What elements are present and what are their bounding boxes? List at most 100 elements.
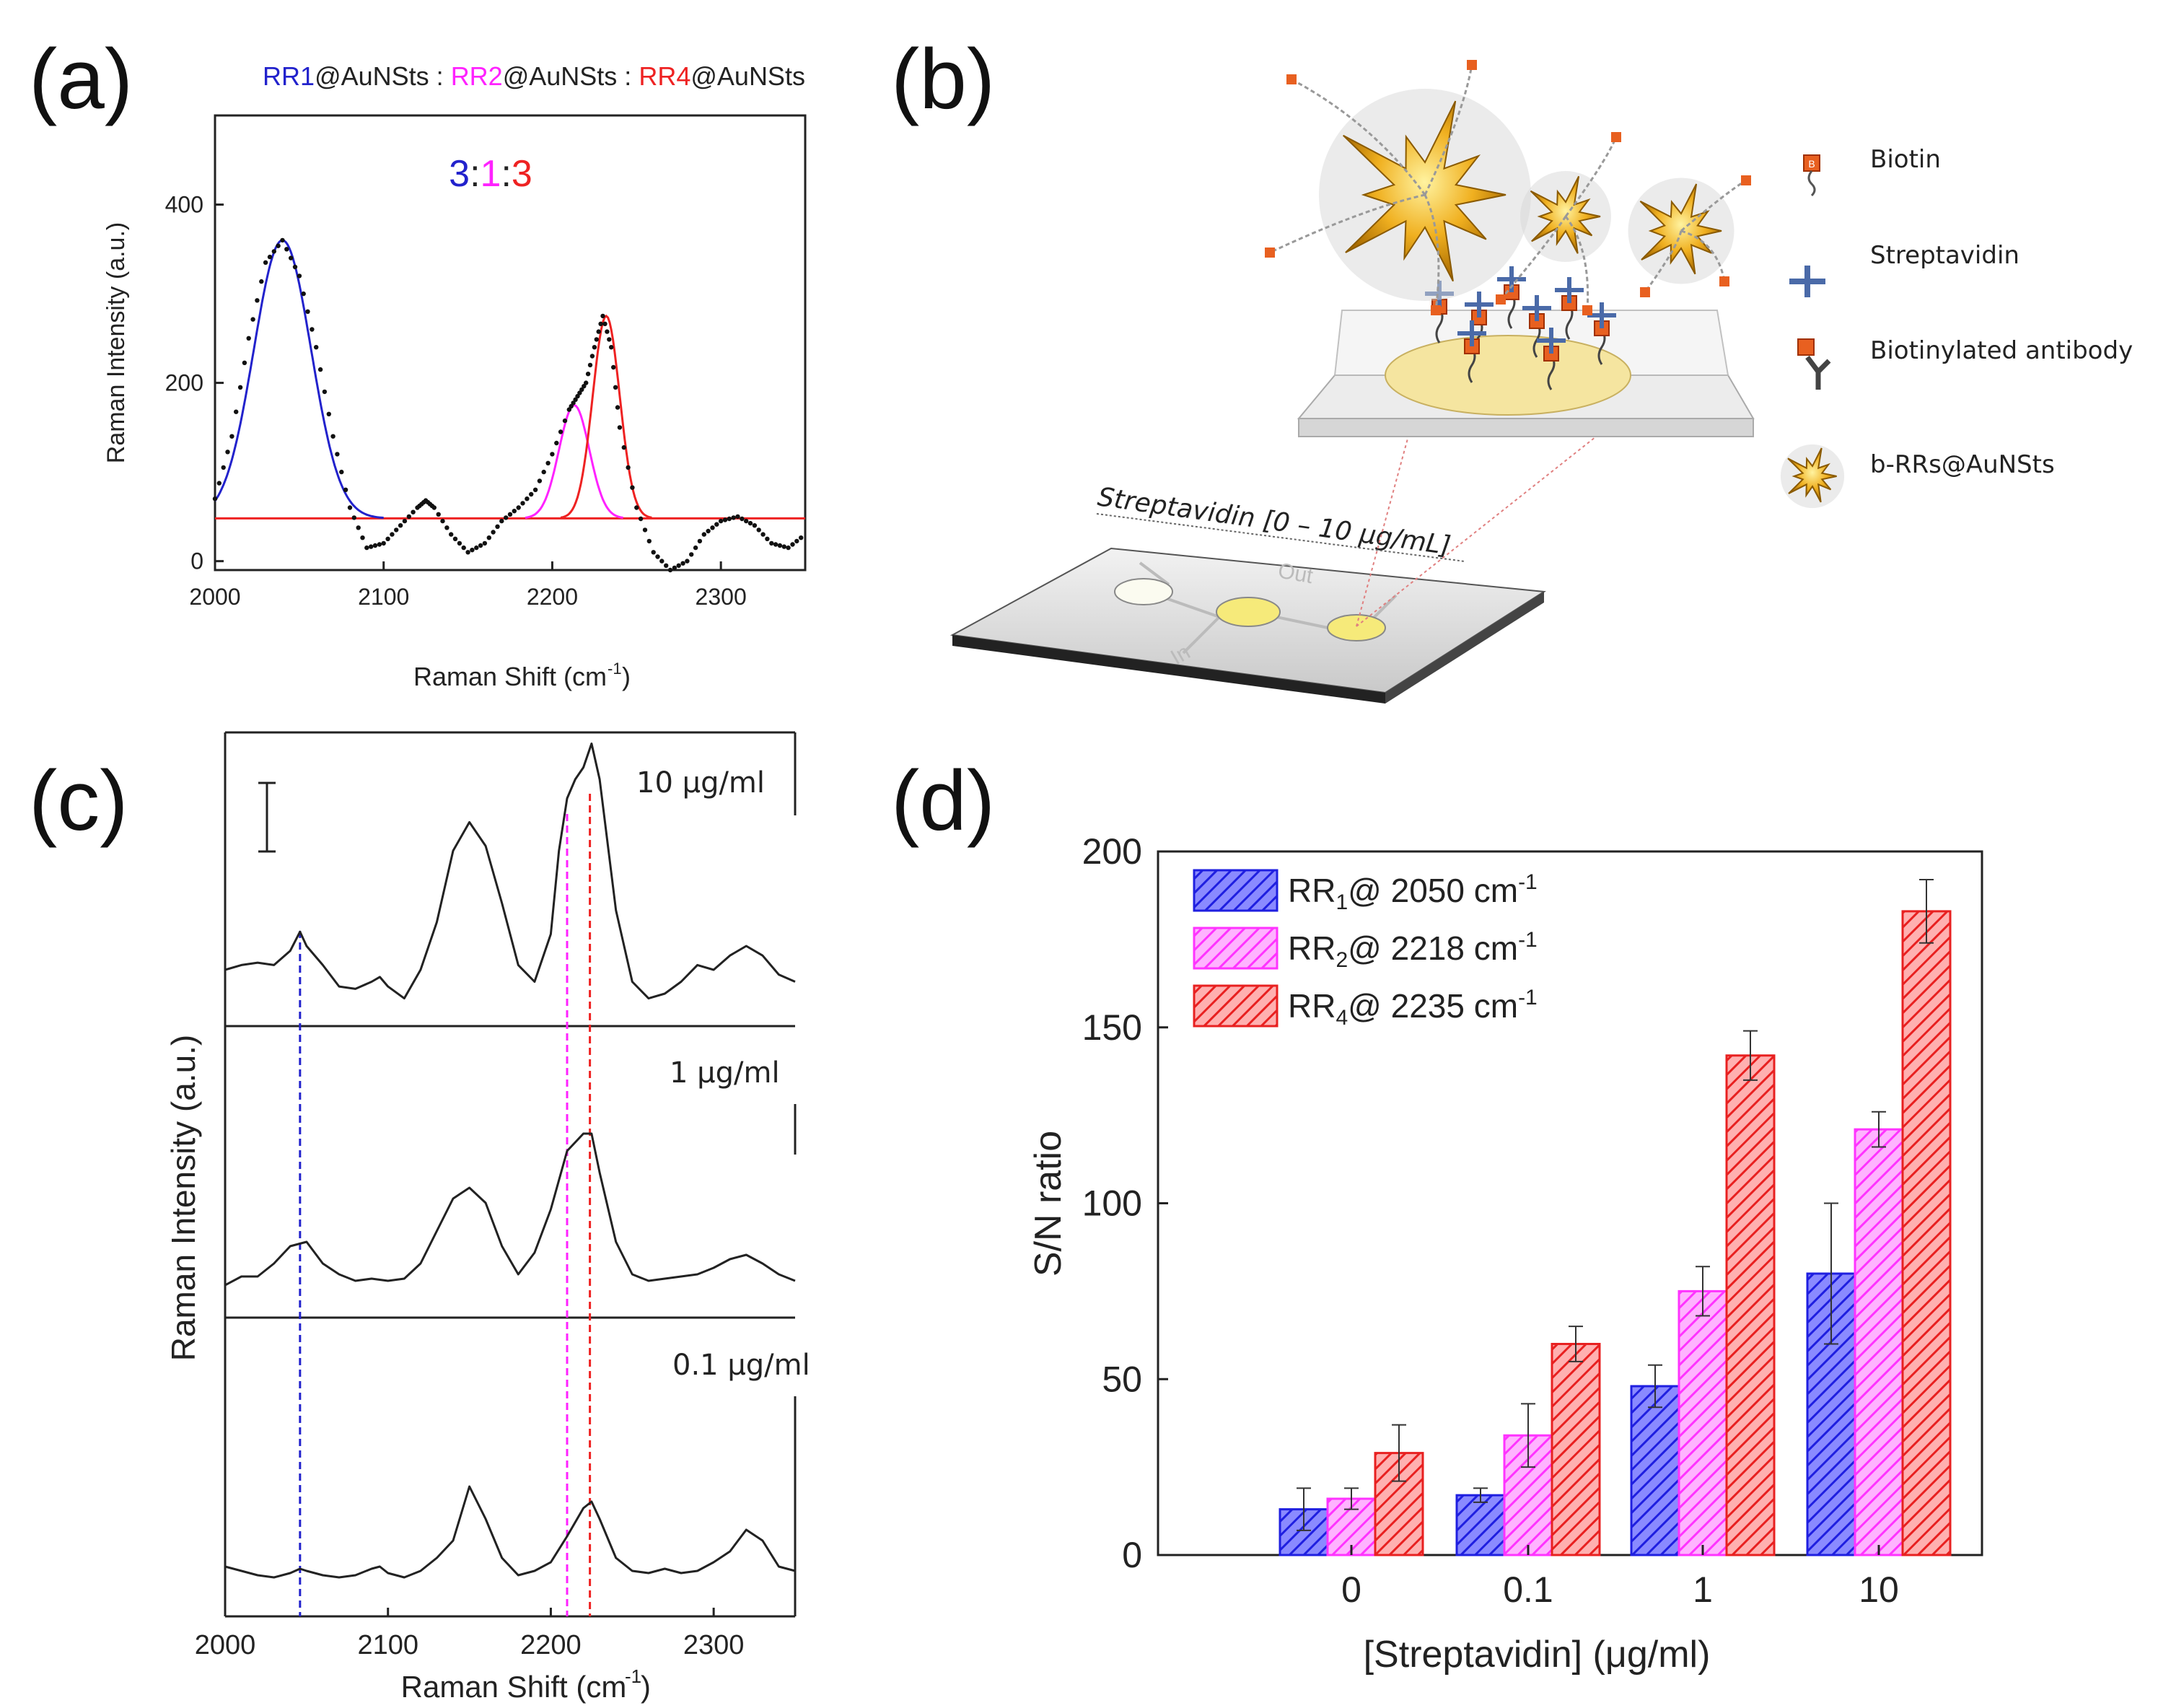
measured-point xyxy=(297,273,302,279)
measured-point xyxy=(598,321,603,326)
measured-point xyxy=(335,452,340,457)
measured-point xyxy=(292,264,298,270)
measured-point xyxy=(507,512,513,517)
measured-point xyxy=(541,469,546,475)
measured-point xyxy=(577,390,582,395)
measured-point xyxy=(369,544,374,549)
legend-streptavidin: Streptavidin xyxy=(1870,241,2019,270)
measured-point xyxy=(221,465,226,470)
legend-rr2-sub: 2 xyxy=(1336,948,1348,972)
measured-point xyxy=(786,545,791,551)
tether xyxy=(1680,229,1726,282)
measured-point xyxy=(529,491,534,497)
measured-point xyxy=(330,434,336,439)
ratio-1: 3 xyxy=(449,153,470,195)
x-tick-label: 2200 xyxy=(520,1630,582,1660)
measured-point xyxy=(314,345,319,350)
panel-d-ylabel: S/N ratio xyxy=(1027,1131,1069,1276)
measured-point xyxy=(777,543,783,548)
bar-1-0.1 xyxy=(1455,1494,1506,1556)
measured-point xyxy=(280,237,285,243)
bar-2-1 xyxy=(1678,1289,1728,1556)
measured-point xyxy=(646,538,652,544)
measured-point xyxy=(594,337,599,342)
legend-rr1-text: RR1@ 2050 cm-1 xyxy=(1288,870,1538,914)
panel-c-xlabel-close: ) xyxy=(641,1670,651,1704)
panel-b-legend: B Biotin Streptavidin Biotinylated antib… xyxy=(1780,145,2133,509)
measured-point xyxy=(381,540,386,546)
legend-rr4-sup: -1 xyxy=(1518,986,1538,1010)
measured-point xyxy=(482,540,488,546)
measured-point xyxy=(322,389,328,395)
measured-point xyxy=(512,509,517,514)
measured-point xyxy=(735,514,740,520)
panel-a-letter: (a) xyxy=(29,32,133,127)
measured-point xyxy=(550,452,555,457)
measured-point xyxy=(617,425,623,430)
x-tick-label: 2100 xyxy=(357,1630,418,1660)
biotin-tag xyxy=(1640,287,1650,297)
legend-rr1-sup: -1 xyxy=(1518,870,1538,894)
title-rest-2: @AuNSts : xyxy=(503,61,639,91)
panel-d-axes: 0 50 100 150 200 0 0.1 1 10 xyxy=(1082,831,1899,1610)
measured-point xyxy=(317,367,323,372)
bar-2-10 xyxy=(1854,1128,1904,1556)
y-tick-label: 400 xyxy=(165,192,203,218)
measured-point xyxy=(701,532,706,537)
measured-point xyxy=(212,496,218,502)
antibody-tethers xyxy=(1265,60,1751,315)
measured-point xyxy=(474,545,479,551)
legend-swatch-rr4 xyxy=(1193,984,1279,1028)
title-rr4: RR4 xyxy=(639,61,690,91)
measured-point xyxy=(562,418,568,424)
measured-point xyxy=(659,559,665,564)
biotin-tag xyxy=(1265,248,1275,258)
panel-a-axes: 2000 2100 2200 2300 0 200 400 xyxy=(165,192,747,610)
measured-point xyxy=(799,535,804,540)
panel-c-frames xyxy=(224,731,797,1618)
biotin-tag xyxy=(1467,60,1477,70)
measured-point xyxy=(237,385,243,390)
measured-point xyxy=(377,542,382,547)
ratio-annotation: 3:1:3 xyxy=(449,153,532,195)
measured-point xyxy=(444,525,449,530)
measured-point xyxy=(607,337,612,342)
measured-point xyxy=(731,515,736,520)
legend-rr2-text: RR2@ 2218 cm-1 xyxy=(1288,928,1538,972)
measured-point xyxy=(697,538,703,544)
title-rr1: RR1 xyxy=(263,61,315,91)
measured-point xyxy=(255,298,260,303)
measured-point xyxy=(585,372,591,377)
legend-rr1-a: RR xyxy=(1288,872,1336,909)
measured-point xyxy=(600,313,605,319)
panel-d-legend: RR1@ 2050 cm-1 RR2@ 2218 cm-1 RR4@ 2235 … xyxy=(1193,869,1538,1030)
measured-point xyxy=(752,523,758,528)
x-tick-label: 0.1 xyxy=(1503,1569,1553,1610)
measured-point xyxy=(756,527,761,533)
measured-point xyxy=(582,384,587,389)
svg-text:B: B xyxy=(1808,158,1815,170)
scale-bar xyxy=(258,781,276,853)
fit-curve-rr2 xyxy=(525,403,623,519)
measured-point xyxy=(575,393,580,399)
legend-rr1-b: @ 2050 cm xyxy=(1348,872,1518,909)
biotin-tag xyxy=(1286,74,1297,84)
measured-point xyxy=(452,536,458,541)
measured-point xyxy=(689,552,694,557)
y-tick-label: 100 xyxy=(1082,1183,1142,1224)
measured-point xyxy=(385,536,390,541)
measured-point xyxy=(478,543,483,548)
legend-rr2-a: RR xyxy=(1288,929,1336,967)
measured-point xyxy=(267,254,273,260)
measured-point xyxy=(571,400,576,406)
label-1-ugml: 1 μg/ml xyxy=(670,1056,780,1090)
bar-3-1 xyxy=(1725,1054,1776,1556)
measured-point xyxy=(504,515,509,520)
bar-1-1 xyxy=(1630,1385,1680,1556)
panel-c: 2000 2100 2200 2300 10 μg/ml 1 μg/ml 0.1 μg… xyxy=(165,731,810,1704)
measured-point xyxy=(605,329,610,334)
measured-point xyxy=(390,532,395,537)
panel-c-curves xyxy=(224,743,796,1579)
panel-c-xlabel-sup: -1 xyxy=(625,1665,641,1687)
